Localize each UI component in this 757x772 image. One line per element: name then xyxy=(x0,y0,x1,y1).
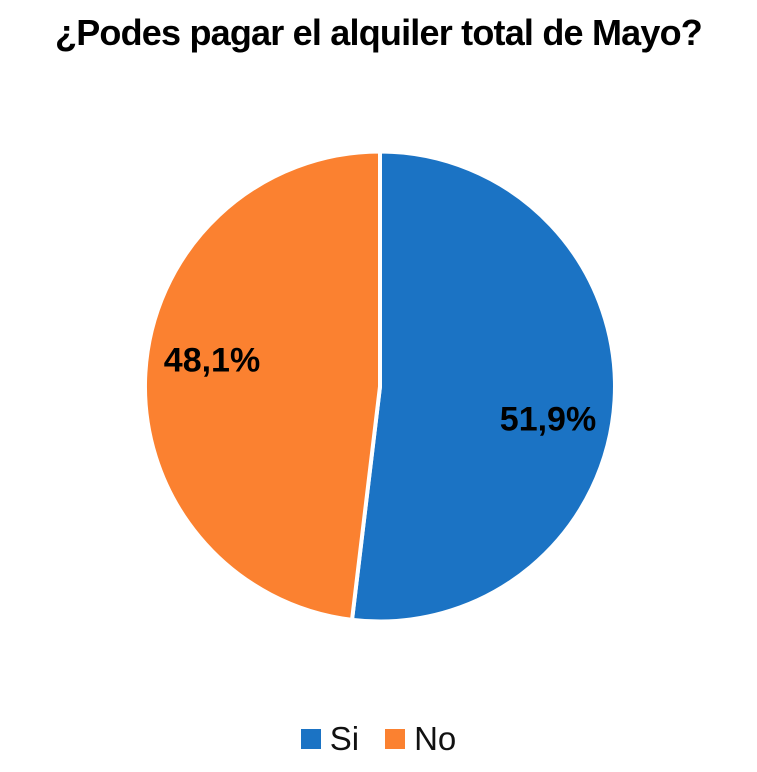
legend-item-si[interactable]: Si xyxy=(300,720,360,757)
slice-label-no: 48,1% xyxy=(163,341,261,380)
pie-slice-si[interactable] xyxy=(350,149,617,624)
legend-swatch-no-icon xyxy=(385,728,406,749)
legend: Si No xyxy=(0,722,757,755)
legend-label-no: No xyxy=(414,720,457,757)
chart-title: ¿Podes pagar el alquiler total de Mayo? xyxy=(55,12,703,53)
legend-label-si: Si xyxy=(329,720,360,757)
pie-slice-no[interactable] xyxy=(142,149,382,622)
slice-label-si: 51,9% xyxy=(499,400,597,439)
legend-item-no[interactable]: No xyxy=(385,722,456,755)
legend-swatch-si-icon xyxy=(300,728,321,749)
